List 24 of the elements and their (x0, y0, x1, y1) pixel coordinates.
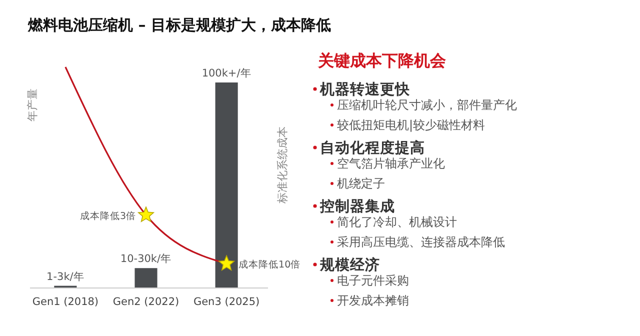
text: 简化了冷却、机械设计 (337, 215, 457, 229)
text: 较低扭矩电机|较少磁性材料 (337, 118, 486, 132)
text: 自动化程度提高 (320, 138, 425, 156)
text: 压缩机叶轮尺寸减小，部件量产化 (337, 98, 517, 112)
annotation: 成本降低3倍 (80, 210, 136, 222)
x-tick-label: Gen2 (2022) (112, 296, 180, 308)
annotation: 1-3k/年 (46, 270, 84, 283)
text: 机器转速更快 (319, 81, 411, 98)
y-axis-title: 年产量 (26, 88, 39, 122)
text: 控制器集成 (319, 198, 395, 215)
text: 开发成本摊销 (337, 294, 409, 308)
y2-axis-title: 标准化系统成本 (276, 126, 289, 204)
chart-title: 燃料电池压缩机 – 目标是规模扩大，成本降低 (27, 16, 331, 34)
x-tick-label: Gen3 (2025) (193, 296, 260, 308)
annotation: 10-30k/年 (120, 253, 172, 266)
text: 机绕定子 (337, 176, 385, 190)
text: 关键成本下降机会 (317, 51, 447, 70)
text: 空气箔片轴承产业化 (337, 156, 445, 170)
text: 规模经济 (319, 256, 380, 274)
text: 采用高压电缆、连接器成本降低 (337, 235, 505, 249)
x-tick-label: Gen1 (2018) (32, 296, 99, 308)
annotation: 100k+/年 (202, 67, 252, 80)
annotation: 成本降低10倍 (238, 258, 301, 271)
text: 电子元件采购 (337, 274, 409, 288)
